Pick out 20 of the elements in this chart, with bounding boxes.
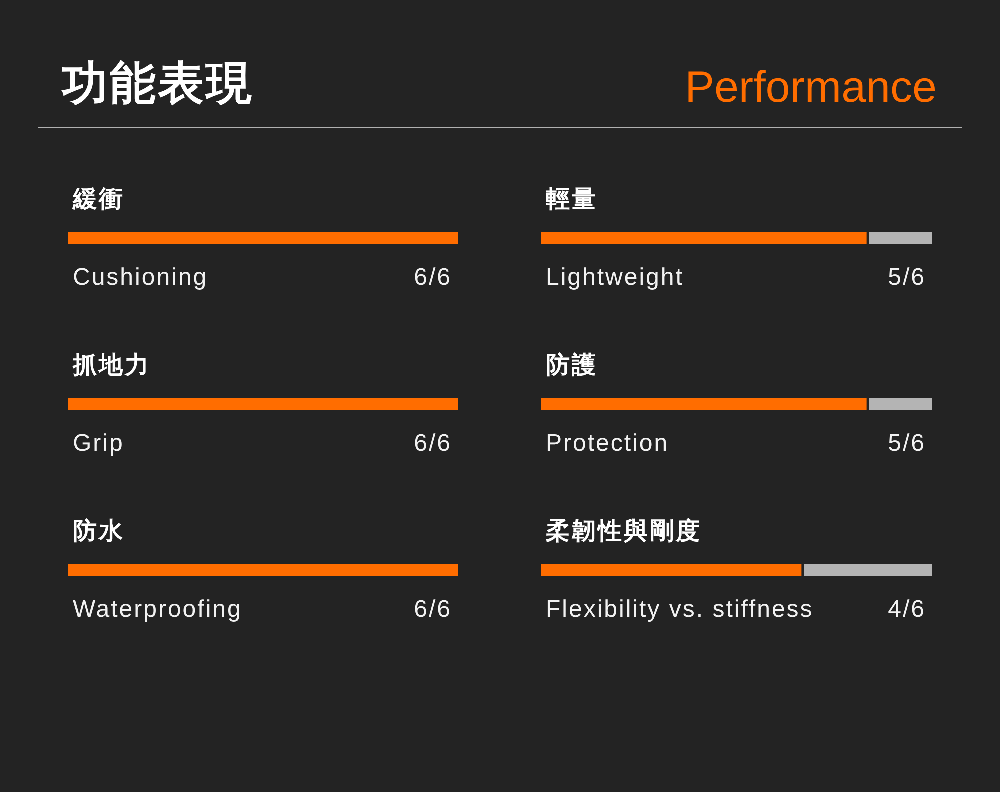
annotation: 6/6 <box>414 596 452 623</box>
chart-title: 防水 <box>73 518 125 545</box>
annotation: 5/6 <box>888 264 926 291</box>
annotation: 5/6 <box>888 430 926 457</box>
y-tick-label: Protection <box>546 430 670 457</box>
chart-title: 緩衝 <box>72 186 125 213</box>
chart-title: 輕量 <box>546 186 598 213</box>
text: Performance <box>685 63 937 112</box>
annotation: 4/6 <box>888 596 926 623</box>
y-tick-label: Cushioning <box>73 264 208 291</box>
y-tick-label: Grip <box>73 430 124 457</box>
chart-title: 柔韌性與剛度 <box>545 518 702 545</box>
y-tick-label: Flexibility vs. stiffness <box>546 596 814 623</box>
chart-title: 抓地力 <box>72 352 151 379</box>
chart-title: 防護 <box>546 352 598 379</box>
y-tick-label: Waterproofing <box>73 596 242 623</box>
text: 功能表現 <box>61 57 254 109</box>
y-tick-label: Lightweight <box>546 264 684 291</box>
annotation: 6/6 <box>414 430 452 457</box>
annotation: 6/6 <box>414 264 452 291</box>
